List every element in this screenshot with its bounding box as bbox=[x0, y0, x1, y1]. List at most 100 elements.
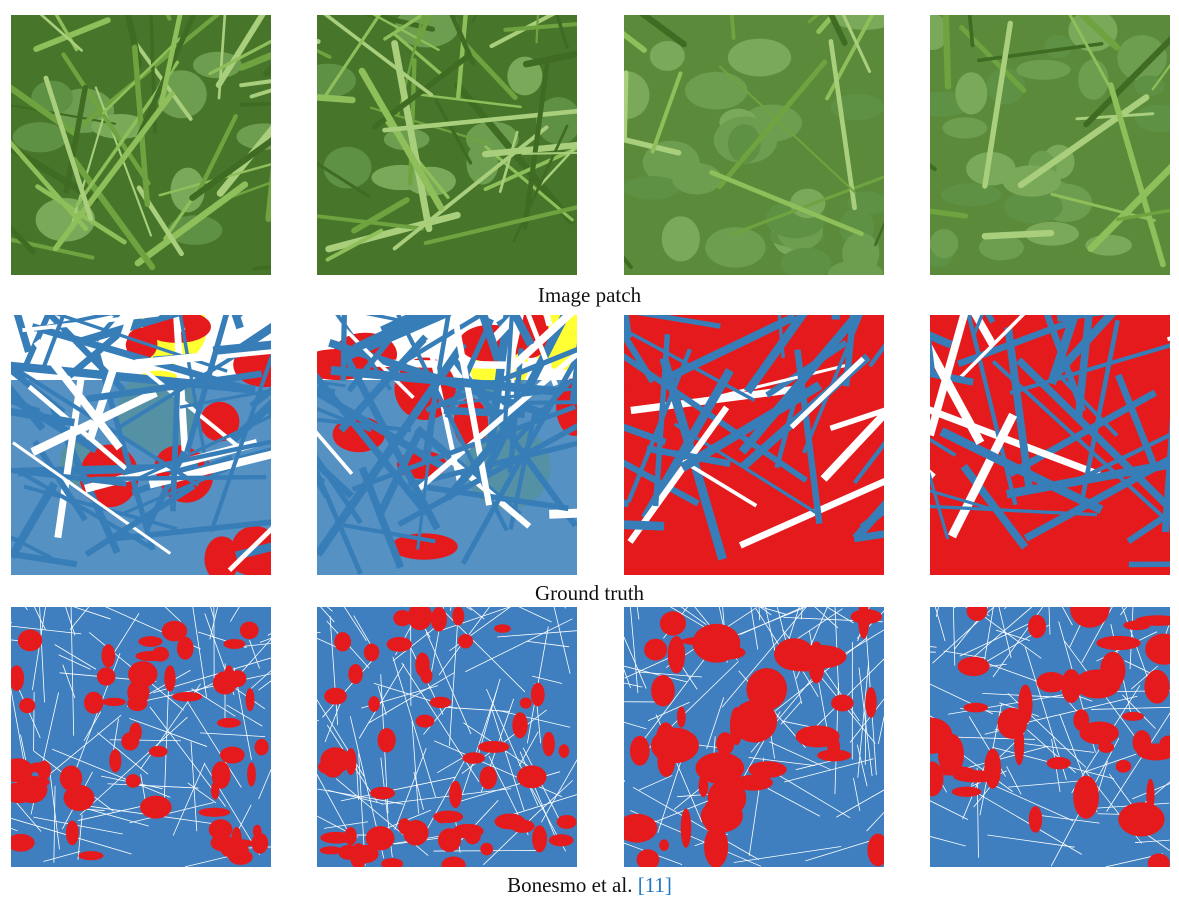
grass-blade bbox=[985, 233, 1051, 236]
leaf bbox=[941, 183, 1001, 206]
clover bbox=[368, 696, 380, 712]
clover bbox=[651, 675, 675, 706]
clover bbox=[19, 698, 35, 713]
clover bbox=[140, 796, 171, 819]
clover bbox=[320, 832, 352, 844]
leaf bbox=[13, 122, 67, 152]
leaf bbox=[842, 232, 879, 274]
image-patch bbox=[11, 15, 271, 275]
clover bbox=[378, 728, 396, 752]
image-patch bbox=[624, 315, 884, 575]
image-patch bbox=[930, 315, 1170, 575]
clover bbox=[827, 735, 840, 761]
clover bbox=[198, 808, 230, 817]
clover bbox=[247, 762, 256, 786]
clover bbox=[1073, 776, 1099, 819]
clover bbox=[436, 812, 448, 823]
clover bbox=[963, 703, 988, 713]
image-patch bbox=[11, 315, 271, 575]
caption: Bonesmo et al. [11] bbox=[0, 873, 1179, 897]
clover bbox=[480, 766, 497, 789]
clover bbox=[531, 683, 545, 707]
clover bbox=[1146, 779, 1154, 812]
clover bbox=[177, 637, 194, 660]
clover bbox=[97, 667, 115, 685]
clover bbox=[138, 636, 162, 647]
leaf bbox=[672, 163, 721, 195]
clover bbox=[1144, 670, 1169, 704]
clover bbox=[126, 774, 141, 788]
clover bbox=[997, 708, 1027, 739]
clover bbox=[66, 821, 79, 846]
leaf bbox=[1016, 60, 1070, 80]
clover bbox=[60, 766, 82, 792]
clover bbox=[129, 722, 141, 741]
clover bbox=[366, 826, 395, 850]
clover bbox=[517, 765, 547, 788]
clover bbox=[512, 712, 527, 738]
clover bbox=[865, 687, 876, 718]
image-patch bbox=[624, 607, 884, 867]
grass-edge bbox=[34, 692, 35, 751]
clover bbox=[655, 722, 676, 762]
image-patch bbox=[11, 607, 271, 867]
clover bbox=[494, 624, 511, 633]
clover bbox=[644, 639, 667, 661]
clover bbox=[430, 697, 451, 708]
clover bbox=[229, 849, 253, 865]
clover bbox=[224, 665, 235, 692]
caption-text: Bonesmo et al. bbox=[507, 873, 632, 897]
leaf bbox=[650, 41, 685, 71]
clover bbox=[1061, 669, 1081, 703]
clover bbox=[220, 747, 245, 764]
clover bbox=[1123, 621, 1150, 631]
clover bbox=[480, 843, 493, 856]
clover bbox=[334, 632, 351, 651]
leaf bbox=[955, 72, 987, 114]
clover bbox=[135, 651, 166, 661]
clover bbox=[398, 818, 411, 834]
grass-blade bbox=[625, 73, 627, 139]
clover bbox=[224, 639, 246, 649]
clover bbox=[831, 695, 854, 712]
clover bbox=[557, 815, 577, 829]
clover bbox=[223, 839, 254, 847]
clover bbox=[387, 637, 412, 652]
clover bbox=[542, 732, 554, 756]
grass bbox=[624, 521, 664, 526]
image-patch bbox=[317, 15, 577, 275]
grass bbox=[834, 315, 835, 319]
clover bbox=[338, 845, 358, 860]
clover bbox=[209, 819, 233, 839]
clover bbox=[712, 646, 745, 660]
leaf bbox=[930, 229, 958, 258]
grass bbox=[343, 315, 346, 381]
leaf bbox=[624, 176, 680, 200]
clover bbox=[478, 741, 509, 753]
clover bbox=[701, 800, 743, 833]
clover bbox=[1028, 615, 1046, 638]
clover bbox=[78, 851, 103, 860]
clover bbox=[953, 770, 999, 782]
clover bbox=[630, 736, 650, 766]
clover bbox=[734, 775, 772, 791]
clover bbox=[681, 637, 716, 645]
clover bbox=[217, 718, 241, 728]
grass bbox=[502, 402, 577, 403]
clover bbox=[520, 697, 532, 708]
clover bbox=[172, 692, 202, 702]
clover bbox=[431, 607, 447, 632]
image-patch bbox=[317, 607, 577, 867]
clover bbox=[320, 747, 350, 773]
clover bbox=[449, 781, 462, 808]
citation[interactable]: [11] bbox=[638, 873, 672, 897]
clover bbox=[681, 808, 692, 847]
clover bbox=[462, 752, 485, 763]
clover bbox=[348, 664, 363, 684]
clover bbox=[246, 688, 255, 711]
clover bbox=[211, 782, 219, 800]
clover bbox=[37, 761, 51, 780]
clover bbox=[464, 827, 480, 845]
clover bbox=[1079, 721, 1118, 744]
clover bbox=[1118, 802, 1164, 836]
